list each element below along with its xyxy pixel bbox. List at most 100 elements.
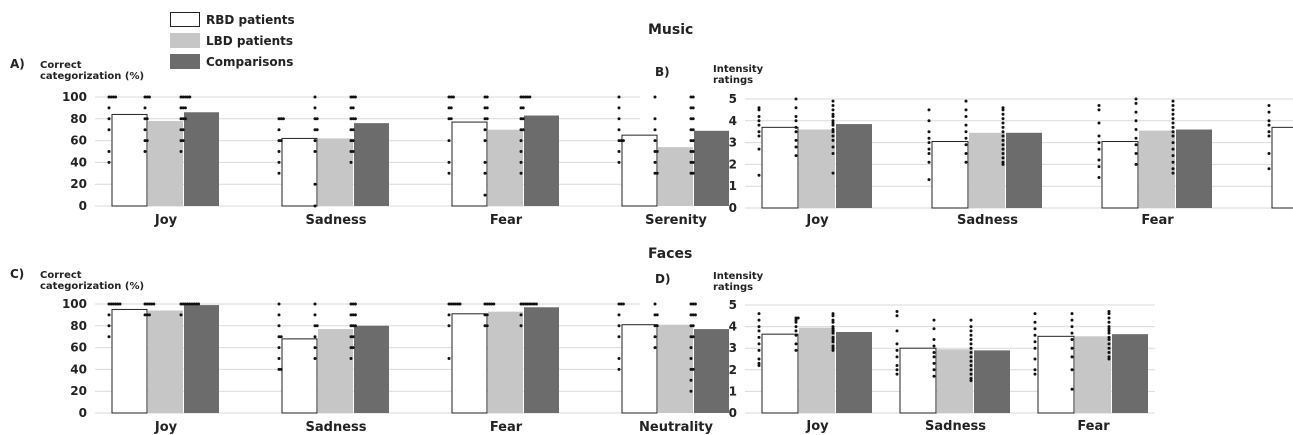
data-point-a (483, 117, 487, 121)
y-tick-label-d: 1 (729, 384, 737, 398)
data-point-a (485, 117, 489, 121)
data-point-d (757, 329, 761, 333)
data-point-d (1107, 351, 1111, 355)
data-point-d (1033, 368, 1037, 372)
data-point-b (1171, 134, 1175, 138)
data-point-d (969, 372, 973, 376)
data-point-a (483, 160, 487, 164)
data-point-a (349, 117, 353, 121)
data-point-c (349, 313, 353, 317)
bar-d-joy-s0 (761, 333, 799, 414)
data-point-c (689, 346, 693, 350)
data-point-c (447, 302, 451, 306)
data-point-b (1171, 167, 1175, 171)
data-point-b (831, 152, 835, 155)
data-point-b (1001, 134, 1005, 138)
data-point-a (107, 106, 111, 110)
data-point-a (451, 95, 455, 99)
data-point-a (114, 95, 118, 99)
data-point-d (831, 314, 835, 318)
data-point-b (1171, 171, 1175, 175)
data-point-c (145, 313, 149, 317)
legend-label-comparisons: Comparisons (206, 54, 294, 69)
data-point-a (691, 160, 695, 164)
bar-c-neutrality-s1 (658, 324, 693, 413)
data-point-b (1134, 128, 1138, 132)
data-point-b (964, 130, 968, 134)
data-point-a (521, 128, 525, 132)
data-point-a (691, 106, 695, 110)
data-point-d (757, 363, 761, 367)
data-point-b (831, 99, 835, 103)
data-point-b (831, 104, 835, 108)
data-point-c (107, 313, 111, 317)
data-point-d (794, 316, 798, 320)
category-label-c: Joy (154, 420, 178, 435)
data-point-c (313, 357, 317, 360)
data-point-a (447, 106, 451, 110)
y-tick-label-a: 20 (70, 177, 87, 191)
data-point-c (485, 324, 489, 328)
data-point-d (1107, 309, 1111, 313)
data-point-a (349, 160, 353, 164)
bar-c-neutrality-s0 (621, 324, 658, 414)
data-point-c (197, 302, 201, 306)
y-tick-label-a: 60 (70, 134, 87, 148)
data-point-d (1033, 333, 1037, 337)
data-point-c (447, 357, 451, 360)
y-axis-title-d: Intensity (713, 271, 764, 282)
data-point-c (143, 313, 147, 317)
data-point-c (152, 302, 156, 306)
data-point-a (653, 171, 657, 175)
data-point-c (617, 335, 621, 339)
bar-b-fear-s1 (1139, 130, 1175, 208)
data-point-a (281, 117, 285, 121)
data-point-c (349, 324, 353, 328)
data-point-c (313, 324, 317, 328)
data-point-a (519, 95, 523, 99)
data-point-a (349, 128, 353, 132)
data-point-a (313, 204, 317, 208)
bar-c-sadness-s2 (354, 325, 389, 413)
data-point-a (617, 117, 621, 121)
bar-d-sadness-s2 (974, 350, 1010, 413)
data-point-a (447, 171, 451, 175)
legend-item-rbd: RBD patients (170, 10, 295, 29)
data-point-d (1033, 327, 1037, 331)
data-point-b (757, 123, 761, 127)
legend: RBD patients LBD patients Comparisons (170, 10, 295, 73)
data-point-c (691, 313, 695, 317)
bar-a-joy-s1 (148, 120, 183, 206)
data-point-b (794, 130, 798, 134)
data-point-d (757, 312, 761, 316)
data-point-d (969, 368, 973, 372)
data-point-c (617, 367, 621, 371)
data-point-c (279, 367, 283, 371)
data-point-b (794, 97, 798, 101)
data-point-c (351, 346, 355, 350)
data-point-d (932, 361, 936, 365)
data-point-b (1001, 130, 1005, 134)
data-point-d (1107, 316, 1111, 320)
data-point-a (143, 117, 147, 121)
data-point-b (794, 125, 798, 129)
data-point-a (279, 139, 283, 143)
data-point-d (895, 329, 899, 333)
data-point-a (351, 106, 355, 110)
data-point-a (353, 95, 357, 99)
data-point-b (757, 134, 761, 138)
data-point-d (969, 325, 973, 329)
data-point-a (107, 95, 111, 99)
data-point-b (964, 136, 968, 140)
data-point-b (1171, 99, 1175, 103)
data-point-c (111, 302, 115, 306)
data-point-b (964, 143, 968, 147)
data-point-d (1033, 340, 1037, 344)
category-label-a: Serenity (645, 213, 707, 228)
bar-c-joy-s1 (148, 310, 183, 413)
y-axis-title-b: ratings (713, 75, 753, 86)
y-axis-title-d: ratings (713, 282, 753, 293)
data-point-c (689, 367, 693, 371)
data-point-b (1267, 152, 1271, 155)
